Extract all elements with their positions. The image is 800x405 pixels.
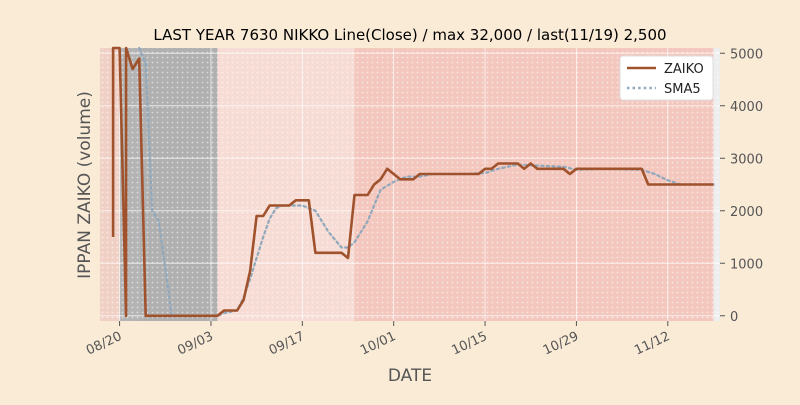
plot-background <box>100 48 720 321</box>
legend-label-sma5: SMA5 <box>664 82 701 97</box>
y-tick-label: 4000 <box>730 100 763 115</box>
series-line-sma5 <box>138 46 715 317</box>
x-tick-label: 09/17 <box>267 329 307 358</box>
chart-title: LAST YEAR 7630 NIKKO Line(Close) / max 3… <box>153 26 666 44</box>
y-axis-label: IPPAN ZAIKO (volume) <box>75 91 95 279</box>
dot-texture <box>100 48 720 321</box>
y-tick-label: 3000 <box>730 152 763 167</box>
legend-label-zaiko: ZAIKO <box>664 62 704 77</box>
x-tick-label: 10/01 <box>358 329 398 358</box>
x-tick-label: 08/20 <box>84 329 124 358</box>
x-tick-label: 11/12 <box>632 329 672 358</box>
legend: ZAIKO SMA5 <box>619 55 714 101</box>
y-tick-label: 1000 <box>730 257 763 272</box>
series-line-zaiko <box>111 46 714 318</box>
y-tick-label: 2000 <box>730 205 763 220</box>
x-tick-label: 09/03 <box>175 329 215 358</box>
y-tick-label: 5000 <box>730 47 763 62</box>
x-axis-label: DATE <box>388 366 432 386</box>
series-layer <box>111 46 715 318</box>
x-tick-label: 10/29 <box>541 329 581 358</box>
x-tick-label: 10/15 <box>449 329 489 358</box>
y-tick-label: 0 <box>730 310 738 325</box>
